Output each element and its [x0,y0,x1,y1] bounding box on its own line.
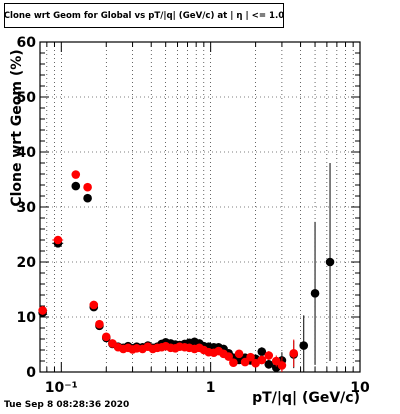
x-axis-label: pT/|q| (GeV/c) [252,390,360,406]
data-marker [325,257,335,267]
chart-title-box: Clone wrt Geom for Global vs pT/|q| (GeV… [4,3,284,28]
data-marker [234,349,244,359]
x-tick-label: 10⁻¹ [45,380,78,396]
data-point [264,359,274,369]
data-marker [224,352,233,361]
data-marker [310,289,320,298]
y-axis-label: Clone wrt Geom (%) [9,49,25,207]
data-marker [229,358,238,367]
data-marker [95,319,104,329]
data-point [71,181,81,191]
chart-title: Clone wrt Geom for Global vs pT/|q| (GeV… [3,10,285,21]
data-markers [38,163,335,372]
y-tick-label: 40 [17,145,37,161]
data-marker [264,351,274,360]
data-point [246,352,255,362]
data-marker [299,341,309,350]
y-tick-label: 30 [17,200,37,216]
data-marker [83,182,92,192]
data-marker [71,170,81,179]
data-point [83,193,92,203]
data-marker [71,181,81,191]
data-point [310,221,320,365]
data-point [83,182,92,192]
data-point [89,300,99,310]
data-marker [264,360,274,369]
data-point [257,355,267,365]
data-marker [246,352,255,362]
axis-ticks [40,41,360,373]
data-point [224,352,233,361]
y-tick-label: 60 [17,35,37,51]
data-point [229,358,238,367]
data-point [101,332,111,342]
y-tick-label: 0 [26,365,36,381]
x-tick-label: 1 [206,380,216,396]
data-marker [240,357,250,367]
x-tick-label: 10 [350,380,370,396]
y-tick-label: 10 [17,310,37,326]
tick-labels: 0 10 20 30 40 50 60 10⁻¹ 1 10 [17,35,370,396]
data-marker [53,235,63,245]
data-point [289,339,299,368]
data-point [52,235,64,245]
data-point [299,315,309,372]
y-tick-label: 20 [17,255,37,271]
data-point [325,163,335,361]
data-marker [277,361,287,370]
grid-lines [40,42,360,372]
data-marker [89,300,99,310]
data-point [264,351,274,360]
data-point [234,349,244,359]
data-point [71,170,81,179]
data-point [95,319,104,329]
data-marker [83,193,92,203]
data-point [257,347,267,357]
data-point [38,306,47,315]
timestamp: Tue Sep 8 08:28:36 2020 [4,400,130,410]
data-point [277,357,287,372]
y-tick-label: 50 [17,90,37,106]
data-marker [38,306,47,315]
data-marker [101,332,111,342]
data-point [240,357,250,367]
data-marker [257,355,267,365]
data-marker [289,349,299,358]
data-marker [257,347,267,356]
